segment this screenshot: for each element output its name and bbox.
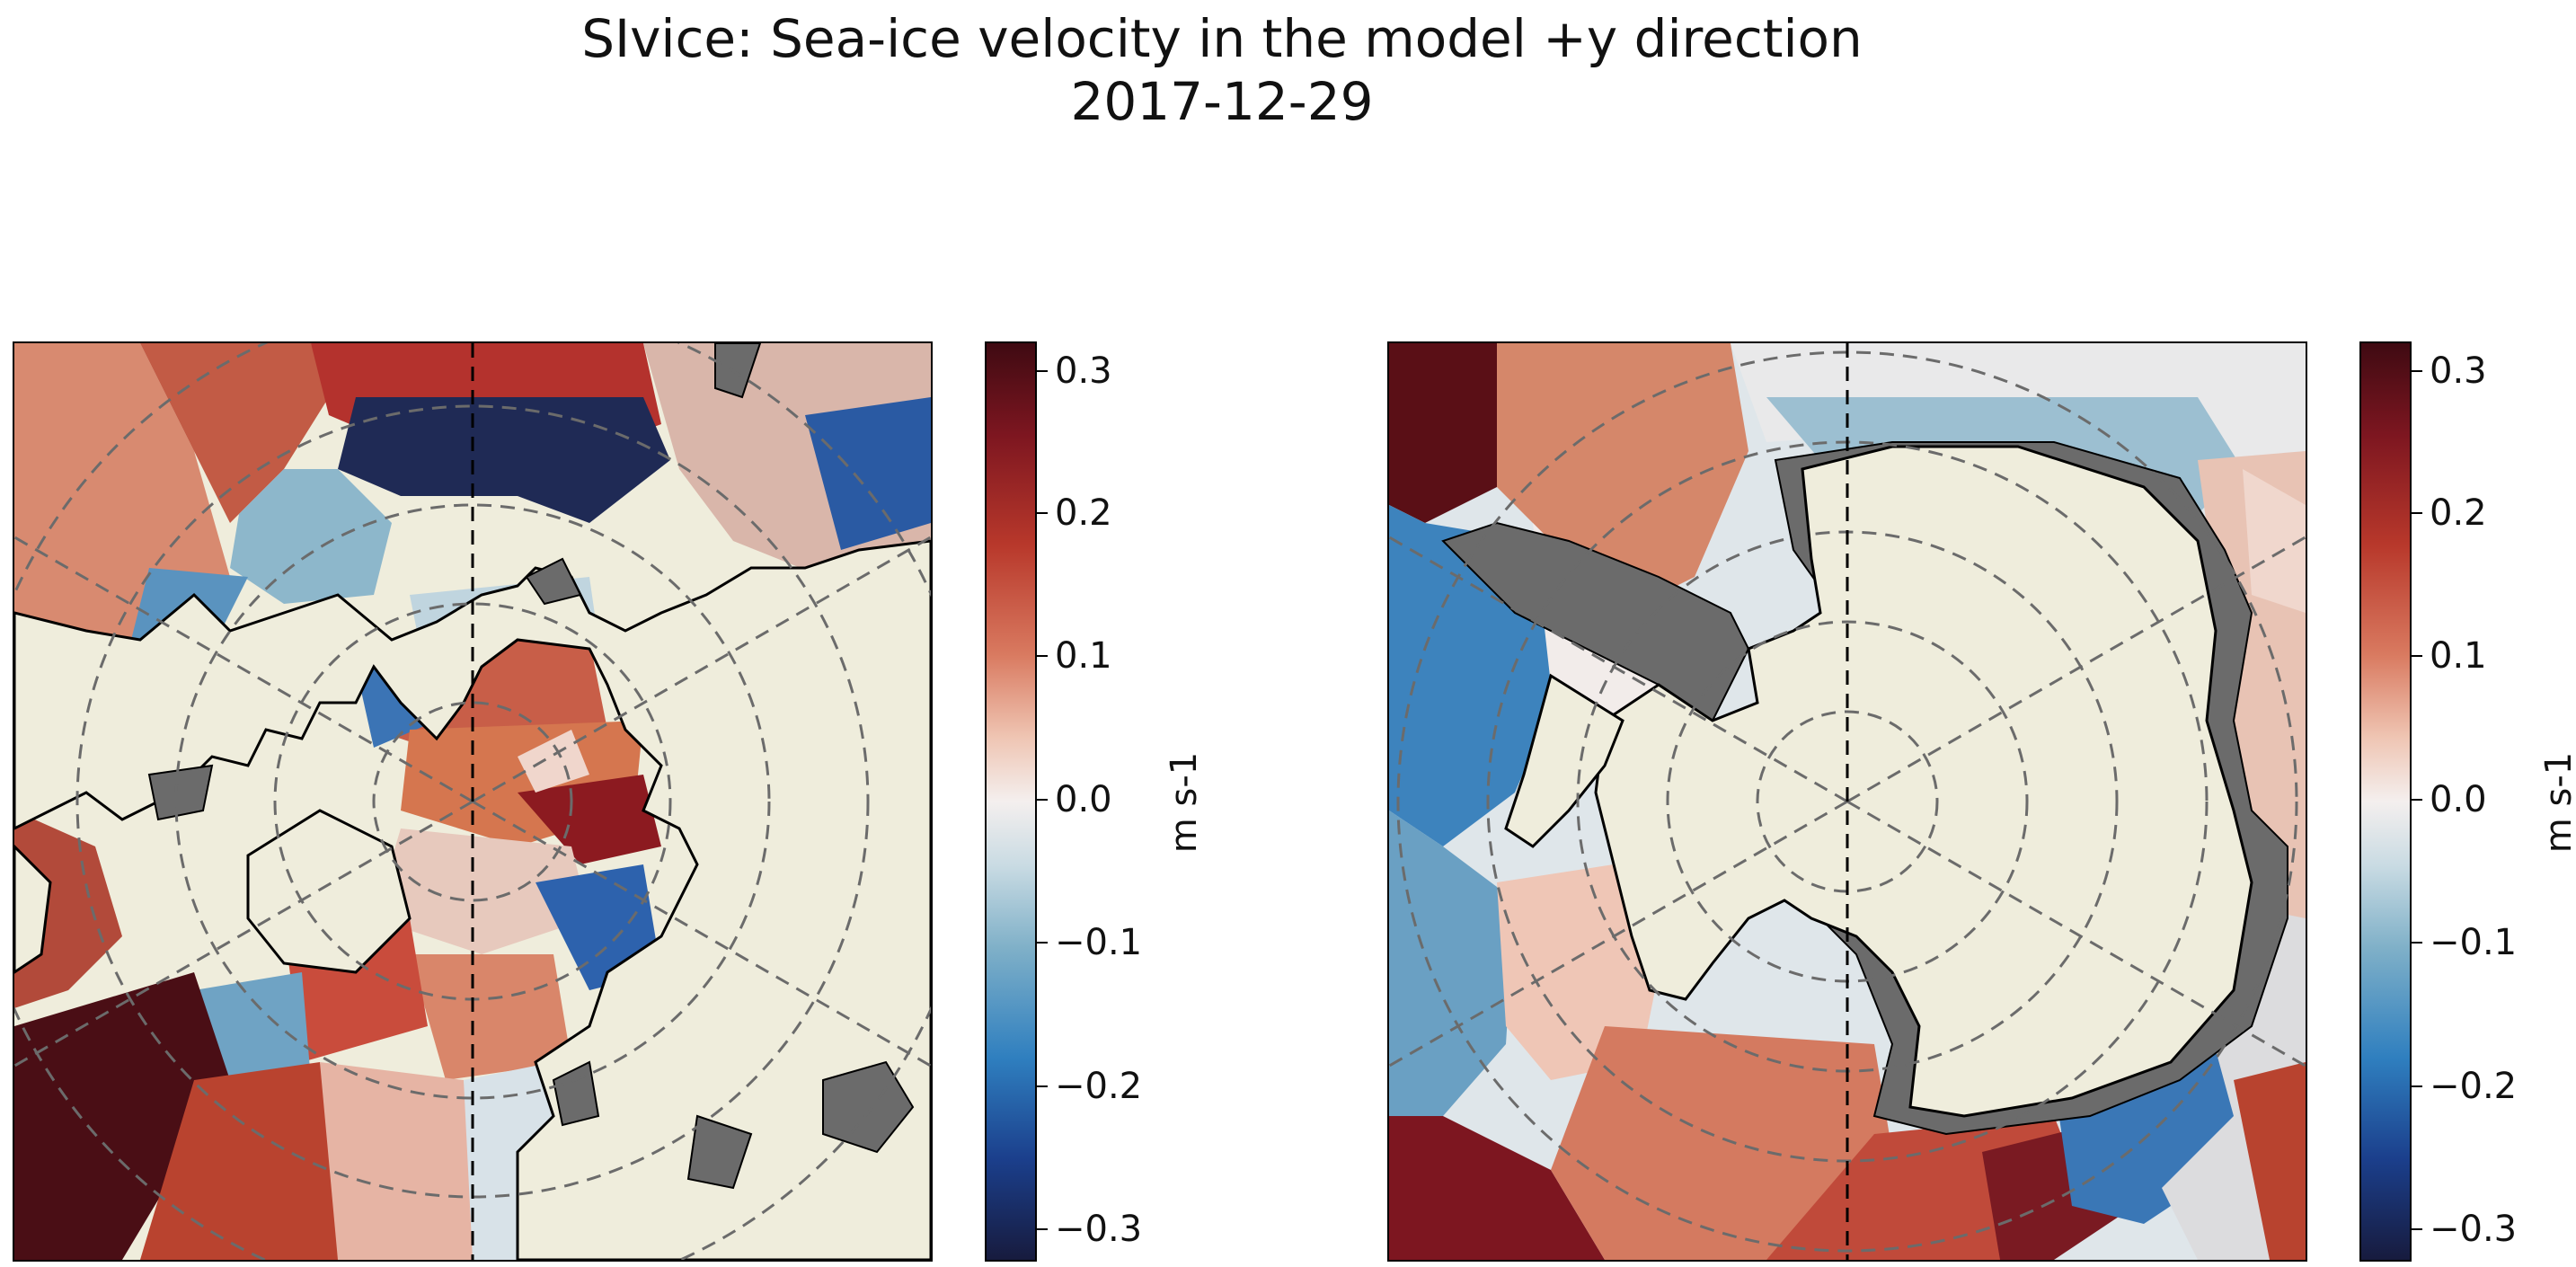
south-colorbar-gradient — [2361, 343, 2410, 1260]
north-map-svg — [14, 343, 931, 1260]
south-tick-1: 0.2 — [2430, 492, 2487, 534]
south-map-svg — [1389, 343, 2306, 1260]
figure-title: SIvice: Sea-ice velocity in the model +y… — [0, 7, 2444, 133]
title-line-2: 2017-12-29 — [1070, 71, 1374, 132]
south-polar-map — [1387, 341, 2307, 1262]
south-tick-5: −0.2 — [2430, 1066, 2518, 1107]
north-graticule — [14, 343, 931, 1260]
south-colorbar-label: m s-1 — [2538, 751, 2576, 854]
north-tick-6: −0.3 — [1055, 1209, 1143, 1250]
north-land — [14, 539, 931, 1260]
north-tick-5: −0.2 — [1055, 1066, 1143, 1107]
north-colorbar-gradient — [987, 343, 1035, 1260]
south-tick-2: 0.1 — [2430, 635, 2487, 677]
south-land — [1504, 445, 2253, 1118]
north-tick-0: 0.3 — [1055, 350, 1112, 392]
south-tick-0: 0.3 — [2430, 350, 2487, 392]
north-colorbar-label: m s-1 — [1164, 751, 1206, 854]
title-line-1: SIvice: Sea-ice velocity in the model +y… — [581, 8, 1863, 69]
north-polar-map — [13, 341, 933, 1262]
north-colorbar — [985, 341, 1037, 1262]
south-colorbar — [2359, 341, 2412, 1262]
north-tick-4: −0.1 — [1055, 922, 1143, 963]
south-tick-3: 0.0 — [2430, 779, 2487, 820]
north-fill-regions — [147, 343, 915, 1190]
south-tick-4: −0.1 — [2430, 922, 2518, 963]
north-tick-1: 0.2 — [1055, 492, 1112, 534]
north-tick-2: 0.1 — [1055, 635, 1112, 677]
north-tick-3: 0.0 — [1055, 779, 1112, 820]
south-tick-6: −0.3 — [2430, 1209, 2518, 1250]
